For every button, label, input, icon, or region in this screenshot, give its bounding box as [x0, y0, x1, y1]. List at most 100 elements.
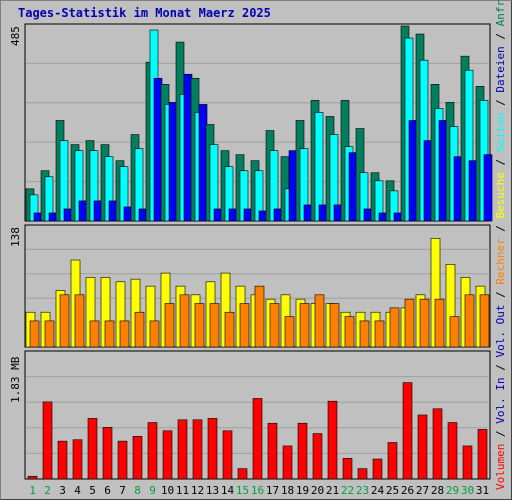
bar-rechner-day-19	[299, 303, 310, 348]
bar-rechner-day-26	[404, 298, 415, 348]
legend-item-0: Volumen	[494, 443, 507, 490]
bar-rechner-day-31	[479, 294, 490, 348]
bar-volumen-day-5	[87, 418, 98, 480]
bar-volumen-day-17	[267, 422, 278, 480]
x-tick-label-24: 24	[371, 484, 385, 497]
legend-item-10: Seiten	[494, 112, 507, 153]
legend-item-4: Vol. Out	[494, 304, 507, 358]
panel-1-ymax-label: 485	[9, 26, 22, 46]
x-tick-label-2: 2	[44, 484, 51, 497]
bar-volumen-day-2	[42, 401, 53, 480]
bar-rechner-day-12	[194, 303, 205, 348]
bar-volumen-day-14	[222, 430, 233, 480]
x-tick-label-25: 25	[386, 484, 399, 497]
x-tick-label-29: 29	[446, 484, 459, 497]
x-tick-label-23: 23	[356, 484, 369, 497]
bar-volumen-day-16	[252, 398, 263, 480]
x-tick-label-16: 16	[251, 484, 264, 497]
x-tick-label-22: 22	[341, 484, 354, 497]
x-tick-label-20: 20	[311, 484, 324, 497]
legend-item-8: Besuche	[494, 172, 507, 219]
bar-volumen-day-30	[462, 445, 473, 480]
bar-rechner-day-1	[29, 320, 40, 348]
bar-rechner-day-18	[284, 316, 295, 348]
x-tick-label-6: 6	[104, 484, 111, 497]
bar-volumen-day-8	[132, 436, 143, 480]
x-tick-label-7: 7	[119, 484, 126, 497]
bar-rechner-day-8	[134, 311, 145, 348]
bar-rechner-day-14	[224, 311, 235, 348]
legend-item-3: /	[494, 357, 507, 378]
bar-volumen-day-7	[117, 440, 128, 480]
bar-rechner-day-23	[359, 320, 370, 348]
x-tick-label-18: 18	[281, 484, 294, 497]
bar-rechner-day-11	[179, 294, 190, 348]
bar-volumen-day-6	[102, 427, 113, 480]
bar-volumen-day-3	[57, 440, 68, 480]
bar-rechner-day-15	[239, 303, 250, 348]
right-legend: Volumen / Vol. In / Vol. Out / Rechner /…	[494, 0, 507, 490]
bar-rechner-day-27	[419, 298, 430, 348]
x-tick-label-10: 10	[161, 484, 174, 497]
x-tick-label-30: 30	[461, 484, 474, 497]
bar-volumen-day-23	[357, 468, 368, 480]
bar-rechner-day-20	[314, 294, 325, 348]
x-tick-label-15: 15	[236, 484, 249, 497]
bar-volumen-day-15	[237, 468, 248, 480]
bar-volumen-day-31	[477, 429, 488, 480]
bar-volumen-day-1	[27, 475, 38, 480]
x-tick-label-28: 28	[431, 484, 444, 497]
bar-rechner-day-5	[89, 320, 100, 348]
bar-volumen-day-10	[162, 430, 173, 480]
x-tick-label-1: 1	[29, 484, 36, 497]
x-tick-label-19: 19	[296, 484, 309, 497]
bar-rechner-day-7	[119, 320, 130, 348]
bar-rechner-day-21	[329, 303, 340, 348]
bar-volumen-day-18	[282, 445, 293, 480]
bar-volumen-day-19	[297, 422, 308, 480]
bar-volumen-day-24	[372, 458, 383, 480]
bar-volumen-day-4	[72, 439, 83, 480]
bar-volumen-day-9	[147, 422, 158, 480]
x-tick-label-3: 3	[59, 484, 66, 497]
bar-volumen-day-11	[177, 419, 188, 480]
bar-rechner-day-16	[254, 285, 265, 348]
bar-rechner-day-2	[44, 320, 55, 348]
legend-item-13: /	[494, 26, 507, 47]
bar-volumen-day-25	[387, 442, 398, 480]
bar-seiten-day-31	[483, 154, 493, 222]
legend-item-12: Dateien	[494, 46, 507, 93]
bar-volumen-day-22	[342, 458, 353, 480]
x-tick-label-27: 27	[416, 484, 429, 497]
bar-volumen-day-27	[417, 414, 428, 480]
bar-rechner-day-29	[449, 316, 460, 348]
bar-volumen-day-26	[402, 382, 413, 480]
bar-volumen-day-29	[447, 422, 458, 480]
bar-rechner-day-22	[344, 316, 355, 348]
bar-volumen-day-20	[312, 433, 323, 480]
bar-volumen-day-12	[192, 419, 203, 480]
x-tick-label-12: 12	[191, 484, 204, 497]
x-tick-label-8: 8	[134, 484, 141, 497]
panel-2-ymax-label: 138	[9, 227, 22, 247]
legend-item-1: /	[494, 423, 507, 444]
x-tick-label-31: 31	[476, 484, 489, 497]
legend-item-11: /	[494, 92, 507, 113]
x-tick-label-17: 17	[266, 484, 279, 497]
panel-3-ymax-label: 1.83 MB	[9, 356, 22, 403]
bar-rechner-day-6	[104, 320, 115, 348]
x-tick-label-21: 21	[326, 484, 339, 497]
bar-rechner-day-13	[209, 303, 220, 348]
bar-rechner-day-28	[434, 298, 445, 348]
bar-rechner-day-3	[59, 294, 70, 348]
bar-rechner-day-4	[74, 294, 85, 348]
legend-item-2: Vol. In	[494, 377, 507, 424]
chart-title: Tages-Statistik im Monat Maerz 2025	[18, 6, 271, 20]
x-tick-label-14: 14	[221, 484, 235, 497]
legend-item-5: /	[494, 284, 507, 305]
bar-volumen-day-21	[327, 400, 338, 480]
bar-volumen-day-13	[207, 418, 218, 480]
x-tick-label-9: 9	[149, 484, 156, 497]
legend-item-9: /	[494, 152, 507, 173]
